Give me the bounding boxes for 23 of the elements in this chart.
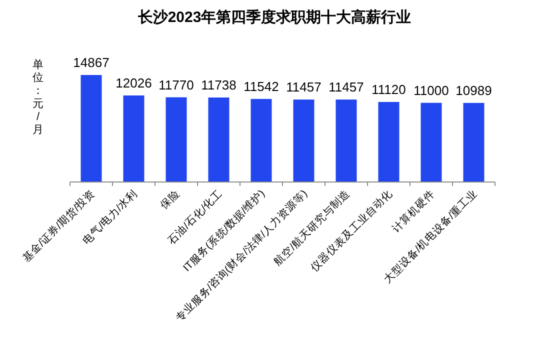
bar	[250, 98, 272, 182]
bar	[80, 75, 102, 182]
data-label: 11000	[414, 82, 449, 98]
x-tick-label: 保险	[158, 188, 182, 212]
bar	[123, 95, 144, 182]
bar	[336, 100, 357, 182]
data-label: 11120	[372, 82, 406, 97]
y-axis-title: 单位：元/月	[32, 58, 44, 136]
data-label: 11770	[158, 77, 194, 92]
data-label: 12026	[116, 75, 152, 90]
bar	[166, 97, 187, 182]
data-label: 11457	[328, 80, 364, 95]
bar	[463, 102, 484, 182]
data-label: 10989	[456, 82, 492, 98]
bar	[293, 100, 314, 182]
bar	[378, 102, 400, 182]
data-label: 11457	[286, 80, 322, 95]
bar	[420, 102, 442, 182]
data-label: 11738	[201, 78, 236, 93]
data-label: 11542	[244, 78, 279, 94]
chart-title: 长沙2023年第四季度求职期十大高薪行业	[136, 8, 412, 26]
data-label: 14867	[73, 55, 110, 70]
bar	[208, 98, 230, 182]
